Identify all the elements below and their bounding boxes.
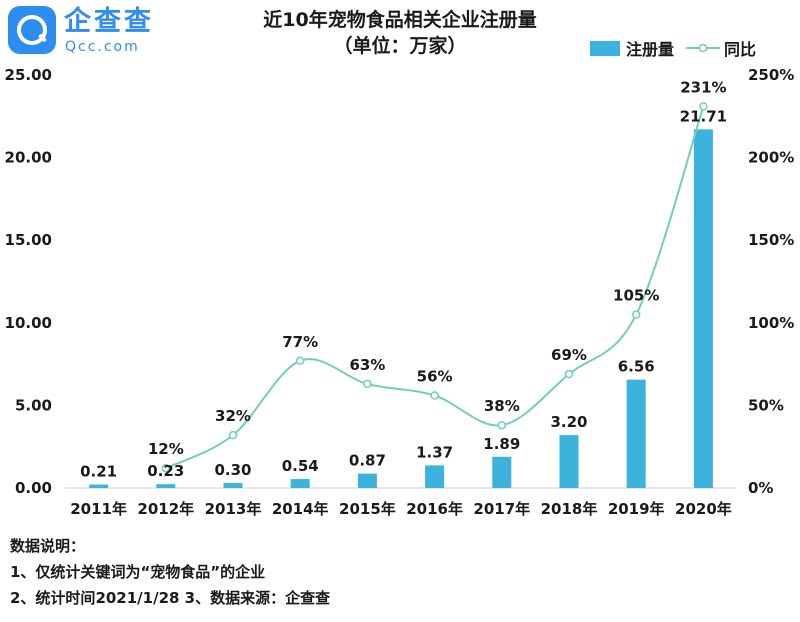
bar-value-label: 0.54: [282, 457, 319, 475]
bar: [357, 473, 377, 488]
bar: [425, 465, 445, 488]
y-left-tick-label: 25.00: [5, 66, 52, 84]
y-left-tick-label: 5.00: [15, 396, 52, 414]
bar: [693, 129, 713, 488]
bar: [290, 479, 310, 488]
bar: [559, 435, 579, 488]
chart-title: 近10年宠物食品相关企业注册量: [263, 9, 537, 31]
x-tick-label: 2016年: [406, 500, 463, 518]
y-right-tick-label: 200%: [748, 149, 794, 167]
legend-bar-swatch: [589, 40, 620, 56]
y-right-tick-label: 250%: [748, 66, 794, 84]
notes-heading: 数据说明：: [10, 537, 86, 555]
yoy-value-label: 77%: [282, 333, 318, 351]
y-left-tick-label: 20.00: [5, 149, 52, 167]
chart-subtitle: （单位：万家）: [333, 35, 467, 57]
bar-value-label: 0.21: [80, 463, 117, 481]
yoy-point: [699, 102, 708, 111]
x-tick-label: 2012年: [137, 500, 194, 518]
yoy-value-label: 38%: [484, 397, 520, 415]
yoy-value-label: 105%: [613, 287, 659, 305]
yoy-point: [497, 420, 507, 430]
bar: [626, 379, 646, 488]
legend-line-swatch: [685, 43, 720, 53]
x-tick-label: 2019年: [608, 500, 665, 518]
yoy-point: [631, 310, 641, 319]
y-left-tick-label: 0.00: [15, 479, 52, 497]
data-notes: 数据说明： 1、仅统计关键词为“宠物食品”的企业 2、统计时间2021/1/28…: [10, 533, 330, 611]
x-tick-label: 2013年: [205, 500, 262, 518]
bar: [156, 484, 176, 488]
yoy-value-label: 56%: [417, 367, 453, 385]
chart-legend: 注册量 同比: [589, 38, 756, 59]
bar: [492, 456, 512, 488]
yoy-value-label: 63%: [349, 356, 385, 374]
bar-value-label: 3.20: [550, 413, 587, 431]
bar-value-label: 6.56: [618, 358, 655, 376]
y-left-tick-label: 15.00: [5, 231, 52, 249]
yoy-point: [295, 356, 305, 366]
yoy-value-label: 32%: [215, 407, 251, 425]
bar-value-label: 1.89: [483, 435, 520, 453]
legend-line-label: 同比: [723, 40, 756, 59]
bar-value-label: 0.23: [147, 462, 184, 480]
logo-text-en: Qcc.com: [65, 39, 140, 55]
bar-value-label: 1.37: [416, 443, 453, 461]
y-left-tick-label: 10.00: [5, 314, 52, 332]
notes-line-2: 2、统计时间2021/1/28 3、数据来源：企查查: [10, 589, 331, 607]
yoy-point: [161, 463, 171, 473]
bar-value-label: 0.30: [214, 461, 251, 479]
bar-value-label: 21.71: [680, 107, 727, 125]
bar: [223, 483, 243, 488]
yoy-point: [430, 391, 439, 400]
qcc-logo: 企查查 Qcc.com: [8, 6, 158, 58]
y-right-tick-label: 0%: [748, 479, 773, 497]
yoy-point: [228, 430, 238, 440]
x-tick-label: 2014年: [272, 500, 329, 518]
x-tick-label: 2011年: [70, 500, 127, 518]
magnifier-logo-icon: [8, 6, 56, 54]
legend-bar-label: 注册量: [625, 40, 674, 59]
bar-value-label: 0.87: [349, 452, 386, 470]
yoy-value-label: 231%: [680, 78, 726, 96]
notes-line-1: 1、仅统计关键词为“宠物食品”的企业: [10, 563, 266, 581]
logo-text-cn: 企查查: [64, 6, 154, 37]
yoy-point: [564, 369, 574, 379]
yoy-value-label: 69%: [551, 346, 587, 364]
bar: [89, 484, 109, 488]
yoy-point: [363, 379, 372, 389]
x-tick-label: 2020年: [675, 500, 732, 518]
y-right-tick-label: 50%: [748, 396, 784, 414]
x-tick-label: 2017年: [473, 500, 530, 518]
x-tick-label: 2015年: [339, 500, 396, 518]
yoy-value-label: 12%: [148, 440, 184, 458]
x-tick-label: 2018年: [541, 500, 598, 518]
y-right-tick-label: 150%: [748, 231, 794, 249]
y-right-tick-label: 100%: [748, 314, 794, 332]
